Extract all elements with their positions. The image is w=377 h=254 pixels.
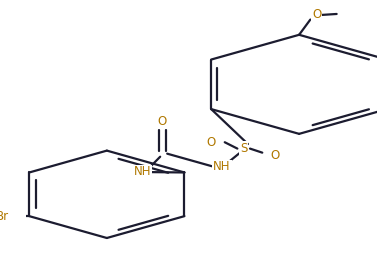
Text: Br: Br bbox=[0, 210, 9, 223]
Text: NH: NH bbox=[213, 160, 231, 173]
Text: O: O bbox=[206, 136, 215, 149]
Text: O: O bbox=[158, 115, 167, 129]
Text: O: O bbox=[312, 8, 321, 21]
Text: S: S bbox=[240, 142, 247, 155]
Text: O: O bbox=[271, 149, 280, 162]
Text: NH: NH bbox=[134, 165, 152, 179]
